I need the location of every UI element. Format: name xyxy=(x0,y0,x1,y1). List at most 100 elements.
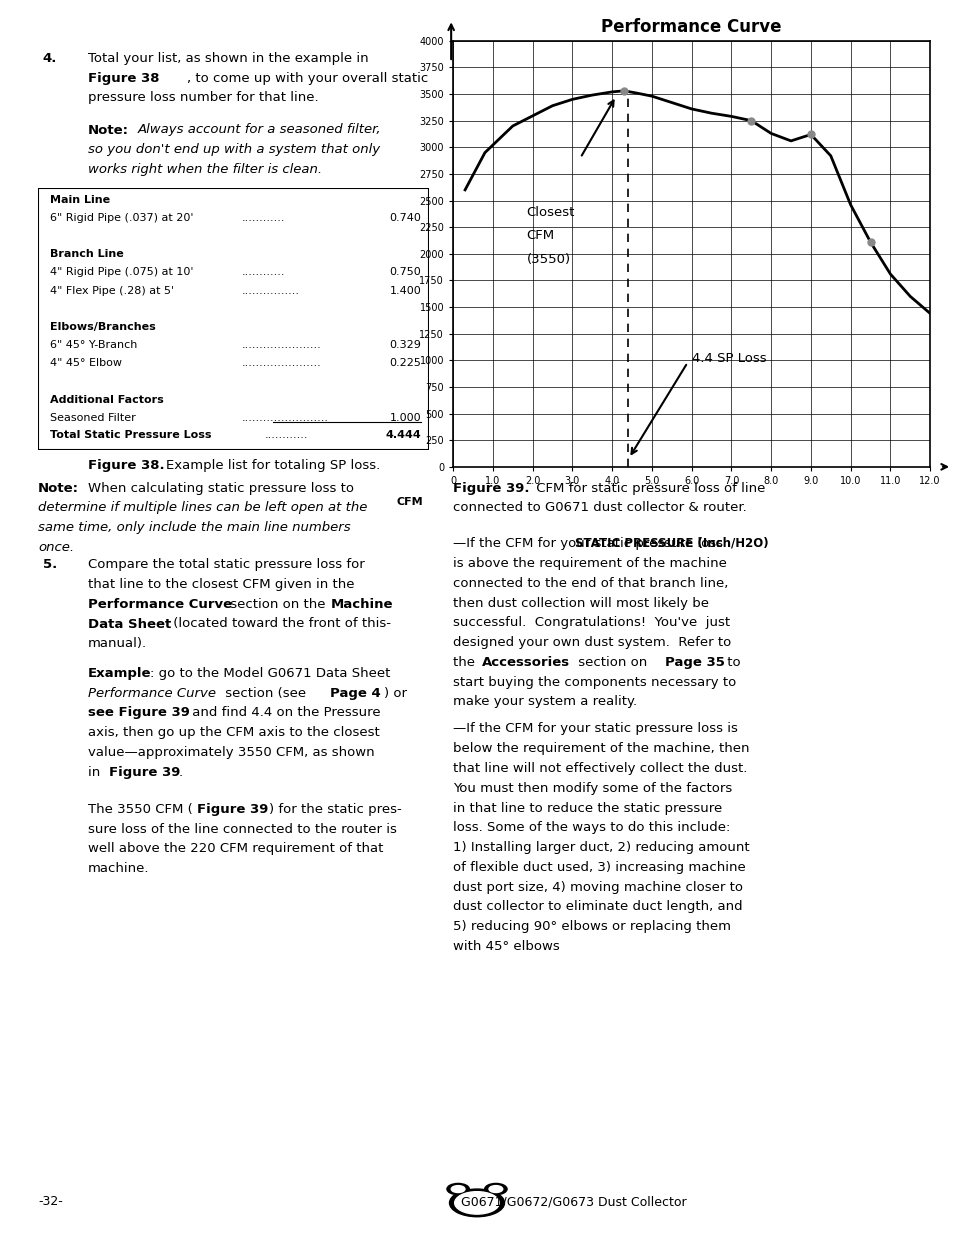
Text: Total Static Pressure Loss: Total Static Pressure Loss xyxy=(50,430,212,440)
Circle shape xyxy=(489,1186,502,1193)
Text: ) for the static pres-: ) for the static pres- xyxy=(269,803,401,816)
Text: in: in xyxy=(88,766,104,779)
Text: STATIC PRESSURE (Inch/H2O): STATIC PRESSURE (Inch/H2O) xyxy=(575,536,768,550)
Text: -32-: -32- xyxy=(38,1195,63,1209)
Text: Performance Curve: Performance Curve xyxy=(88,598,232,611)
Text: see Figure 39: see Figure 39 xyxy=(88,706,190,720)
Text: below the requirement of the machine, then: below the requirement of the machine, th… xyxy=(453,742,749,756)
Text: axis, then go up the CFM axis to the closest: axis, then go up the CFM axis to the clo… xyxy=(88,726,379,740)
Text: ................: ................ xyxy=(241,285,299,295)
Circle shape xyxy=(449,1189,504,1216)
Text: ......................: ...................... xyxy=(241,358,321,368)
Text: connected to the end of that branch line,: connected to the end of that branch line… xyxy=(453,577,728,590)
Text: Example list for totaling SP loss.: Example list for totaling SP loss. xyxy=(166,459,380,473)
Text: 6" Rigid Pipe (.037) at 20': 6" Rigid Pipe (.037) at 20' xyxy=(50,212,193,222)
Text: Closest: Closest xyxy=(526,206,575,219)
Text: Additional Factors: Additional Factors xyxy=(50,395,164,405)
Text: value—approximately 3550 CFM, as shown: value—approximately 3550 CFM, as shown xyxy=(88,746,374,760)
Text: so you don't end up with a system that only: so you don't end up with a system that o… xyxy=(88,143,379,157)
Text: section (see: section (see xyxy=(221,687,311,700)
Text: 1) Installing larger duct, 2) reducing amount: 1) Installing larger duct, 2) reducing a… xyxy=(453,841,749,855)
Text: Total your list, as shown in the example in: Total your list, as shown in the example… xyxy=(88,52,368,65)
Text: Performance Curve: Performance Curve xyxy=(88,687,215,700)
Text: Figure 39: Figure 39 xyxy=(109,766,180,779)
Text: 0.329: 0.329 xyxy=(389,341,421,351)
Text: Figure 38: Figure 38 xyxy=(88,72,159,85)
Text: section on: section on xyxy=(574,656,651,669)
Text: 1.400: 1.400 xyxy=(390,285,421,295)
Text: When calculating static pressure loss to: When calculating static pressure loss to xyxy=(88,482,354,495)
Text: Figure 39: Figure 39 xyxy=(197,803,269,816)
Text: ............: ............ xyxy=(241,212,285,222)
Text: section on the: section on the xyxy=(226,598,330,611)
Text: , to come up with your overall static: , to come up with your overall static xyxy=(187,72,428,85)
Text: G0671/G0672/G0673 Dust Collector: G0671/G0672/G0673 Dust Collector xyxy=(460,1195,686,1209)
Text: 4" Rigid Pipe (.075) at 10': 4" Rigid Pipe (.075) at 10' xyxy=(50,267,193,278)
Text: Note:: Note: xyxy=(88,124,129,137)
Text: 1.000: 1.000 xyxy=(390,414,421,424)
Text: works right when the filter is clean.: works right when the filter is clean. xyxy=(88,163,321,177)
Text: 0.750: 0.750 xyxy=(390,267,421,278)
Circle shape xyxy=(451,1186,464,1193)
Text: 0.740: 0.740 xyxy=(389,212,421,222)
Text: Branch Line: Branch Line xyxy=(50,249,124,259)
Text: Data Sheet: Data Sheet xyxy=(88,618,171,631)
Text: designed your own dust system.  Refer to: designed your own dust system. Refer to xyxy=(453,636,731,650)
Text: loss. Some of the ways to do this include:: loss. Some of the ways to do this includ… xyxy=(453,821,730,835)
Text: .: . xyxy=(178,766,182,779)
Text: dust port size, 4) moving machine closer to: dust port size, 4) moving machine closer… xyxy=(453,881,742,894)
Text: Page 35: Page 35 xyxy=(664,656,724,669)
Text: same time, only include the main line numbers: same time, only include the main line nu… xyxy=(38,521,351,535)
Text: connected to G0671 dust collector & router.: connected to G0671 dust collector & rout… xyxy=(453,501,746,515)
Text: in that line to reduce the static pressure: in that line to reduce the static pressu… xyxy=(453,802,721,815)
Text: Page 4: Page 4 xyxy=(330,687,380,700)
Text: 4" Flex Pipe (.28) at 5': 4" Flex Pipe (.28) at 5' xyxy=(50,285,173,295)
Text: pressure loss number for that line.: pressure loss number for that line. xyxy=(88,91,318,105)
Text: Compare the total static pressure loss for: Compare the total static pressure loss f… xyxy=(88,558,364,572)
Text: dust collector to eliminate duct length, and: dust collector to eliminate duct length,… xyxy=(453,900,742,914)
Text: Machine: Machine xyxy=(331,598,394,611)
Text: ........................: ........................ xyxy=(241,414,328,424)
Circle shape xyxy=(484,1183,507,1194)
Text: You must then modify some of the factors: You must then modify some of the factors xyxy=(453,782,732,795)
Text: CFM: CFM xyxy=(526,230,555,242)
Text: then dust collection will most likely be: then dust collection will most likely be xyxy=(453,597,708,610)
Circle shape xyxy=(455,1192,498,1214)
Text: once.: once. xyxy=(38,541,74,555)
Text: CFM: CFM xyxy=(396,496,423,506)
Text: —If the CFM for your static pressure loss: —If the CFM for your static pressure los… xyxy=(453,537,722,551)
Circle shape xyxy=(446,1183,469,1194)
FancyBboxPatch shape xyxy=(38,188,429,450)
Title: Performance Curve: Performance Curve xyxy=(600,19,781,36)
Text: ............: ............ xyxy=(241,267,285,278)
Text: Main Line: Main Line xyxy=(50,194,110,205)
Text: start buying the components necessary to: start buying the components necessary to xyxy=(453,676,736,689)
Text: ............: ............ xyxy=(265,430,308,440)
Text: 0.225: 0.225 xyxy=(389,358,421,368)
Text: ) or: ) or xyxy=(383,687,406,700)
Text: that line to the closest CFM given in the: that line to the closest CFM given in th… xyxy=(88,578,354,592)
Text: is above the requirement of the machine: is above the requirement of the machine xyxy=(453,557,726,571)
Text: 5.: 5. xyxy=(43,558,57,572)
Text: : go to the Model G0671 Data Sheet: : go to the Model G0671 Data Sheet xyxy=(150,667,390,680)
Text: The 3550 CFM (: The 3550 CFM ( xyxy=(88,803,193,816)
Text: determine if multiple lines can be left open at the: determine if multiple lines can be left … xyxy=(38,501,367,515)
Text: Seasoned Filter: Seasoned Filter xyxy=(50,414,135,424)
Text: sure loss of the line connected to the router is: sure loss of the line connected to the r… xyxy=(88,823,396,836)
Text: Accessories: Accessories xyxy=(481,656,569,669)
Text: 4.: 4. xyxy=(43,52,57,65)
Text: 5) reducing 90° elbows or replacing them: 5) reducing 90° elbows or replacing them xyxy=(453,920,730,934)
Text: with 45° elbows: with 45° elbows xyxy=(453,940,559,953)
Text: Elbows/Branches: Elbows/Branches xyxy=(50,322,155,332)
Text: (3550): (3550) xyxy=(526,253,570,266)
Text: 6" 45° Y-Branch: 6" 45° Y-Branch xyxy=(50,341,137,351)
Text: and find 4.4 on the Pressure: and find 4.4 on the Pressure xyxy=(188,706,380,720)
Text: of flexible duct used, 3) increasing machine: of flexible duct used, 3) increasing mac… xyxy=(453,861,745,874)
Text: Always account for a seasoned filter,: Always account for a seasoned filter, xyxy=(137,124,380,137)
Text: that line will not effectively collect the dust.: that line will not effectively collect t… xyxy=(453,762,747,776)
Text: Figure 39.: Figure 39. xyxy=(453,482,529,495)
Text: Example: Example xyxy=(88,667,152,680)
Text: ......................: ...................... xyxy=(241,341,321,351)
Text: manual).: manual). xyxy=(88,637,147,651)
Text: successful.  Congratulations!  You've  just: successful. Congratulations! You've just xyxy=(453,616,729,630)
